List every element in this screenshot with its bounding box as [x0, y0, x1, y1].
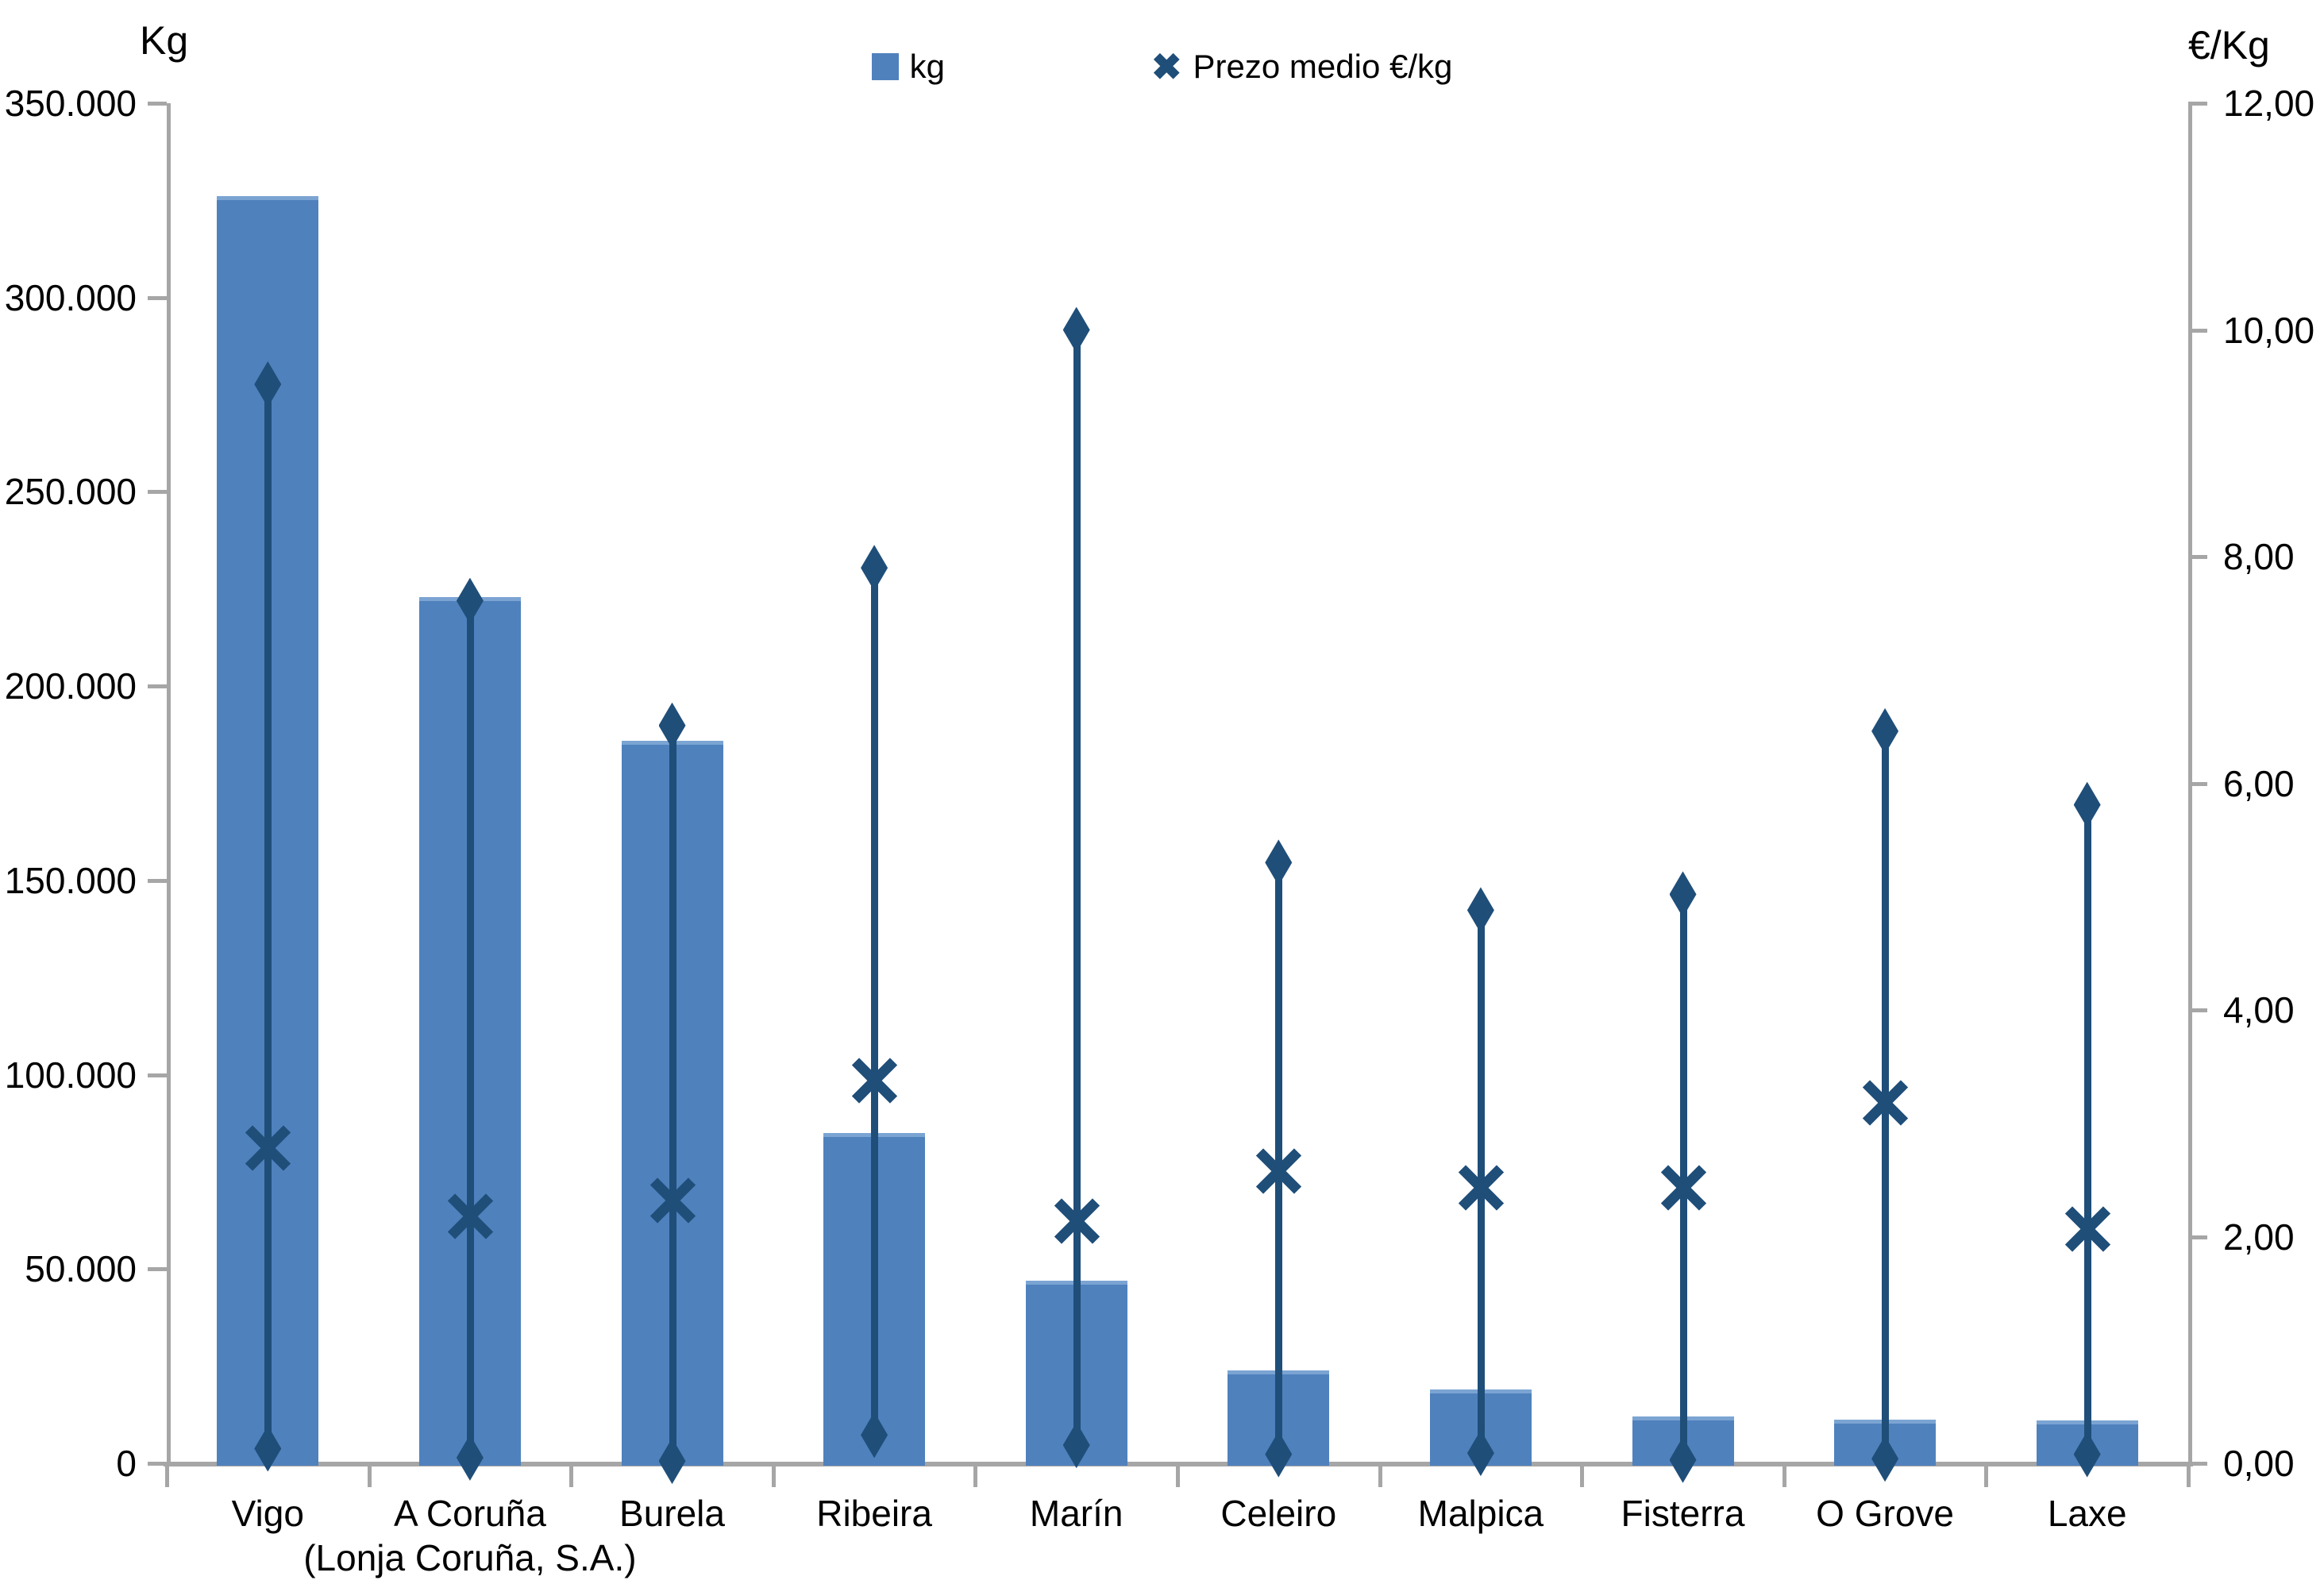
kg-square-icon: [871, 53, 899, 80]
right-axis-tick-label: 2,00: [2223, 1216, 2295, 1258]
right-axis-tick: [2188, 102, 2207, 106]
x-category-label: Ribeira: [816, 1491, 932, 1536]
max-price-marker: [1669, 871, 1697, 918]
legend-label-kg: kg: [909, 48, 945, 85]
x-category-label-main: Vigo: [231, 1493, 304, 1534]
x-category-label-main: Laxe: [2047, 1493, 2127, 1534]
right-axis-tick: [2188, 1462, 2207, 1466]
x-category-label: Malpica: [1418, 1491, 1544, 1536]
price-range-line: [871, 568, 879, 1436]
max-price-marker: [1466, 887, 1494, 934]
x-axis-tick: [1580, 1466, 1585, 1487]
x-category-label-main: Ribeira: [816, 1493, 932, 1534]
left-axis-tick: [148, 684, 167, 689]
right-axis-tick: [2188, 1008, 2207, 1012]
x-category-label-main: Marín: [1029, 1493, 1123, 1534]
x-axis-tick: [1782, 1466, 1786, 1487]
left-axis-tick: [148, 1073, 167, 1077]
x-category-label-main: Celeiro: [1220, 1493, 1337, 1534]
mean-price-marker: [649, 1177, 696, 1224]
x-axis-tick: [569, 1466, 574, 1487]
mean-price-marker: [850, 1057, 898, 1104]
right-axis-tick-label: 8,00: [2223, 536, 2295, 577]
mean-price-marker: [2064, 1205, 2111, 1253]
right-axis-tick-label: 6,00: [2223, 762, 2295, 804]
x-axis-tick: [973, 1466, 978, 1487]
x-axis-line: [164, 1462, 2193, 1466]
right-axis-tick-label: 4,00: [2223, 989, 2295, 1031]
max-price-marker: [1062, 306, 1090, 353]
left-axis-tick-label: 350.000: [4, 83, 137, 124]
price-range-line: [264, 384, 272, 1449]
left-axis-tick: [148, 295, 167, 300]
price-range-line: [669, 725, 676, 1462]
x-axis-tick: [165, 1466, 169, 1487]
right-axis-tick: [2188, 328, 2207, 333]
left-y-axis-line: [167, 103, 171, 1463]
right-axis-title: €/Kg: [2188, 23, 2270, 67]
x-axis-tick: [1176, 1466, 1180, 1487]
right-axis-tick-label: 10,00: [2223, 309, 2315, 351]
left-axis-tick: [148, 102, 167, 106]
mean-price-marker: [1861, 1079, 1909, 1127]
price-range-line: [2083, 804, 2091, 1455]
x-marker-icon: ✖: [1150, 46, 1182, 87]
x-category-label-sub: (Lonja Coruña, S.A.): [303, 1537, 637, 1578]
x-category-label-main: Fisterra: [1621, 1493, 1745, 1534]
x-category-label: A Coruña (Lonja Coruña, S.A.): [303, 1491, 636, 1580]
x-category-label-main: A Coruña: [393, 1493, 546, 1534]
left-axis-tick: [148, 1462, 167, 1466]
x-category-label-main: Malpica: [1417, 1493, 1544, 1534]
x-category-label-main: Burela: [619, 1493, 725, 1534]
x-axis-tick: [771, 1466, 776, 1487]
right-axis-tick-label: 12,00: [2223, 83, 2315, 124]
right-axis-tick-label: 0,00: [2223, 1443, 2295, 1484]
price-range-line: [1679, 894, 1687, 1460]
x-axis-tick: [367, 1466, 372, 1487]
x-category-label: Celeiro: [1220, 1491, 1336, 1536]
max-price-marker: [1871, 707, 1899, 754]
mean-price-marker: [1254, 1147, 1302, 1195]
left-axis-tick: [148, 1267, 167, 1272]
mean-price-marker: [1457, 1164, 1505, 1212]
legend-item-prezo-medio: ✖ Prezo medio €/kg: [1151, 48, 1452, 86]
left-axis-tick-label: 100.000: [4, 1054, 137, 1096]
x-category-label: Vigo: [232, 1491, 304, 1536]
price-range-line: [466, 600, 474, 1458]
x-category-label: Laxe: [2048, 1491, 2127, 1536]
mean-price-marker: [446, 1193, 494, 1240]
price-range-line: [1073, 330, 1081, 1446]
x-category-label-main: O Grove: [1816, 1493, 1955, 1534]
right-axis-tick: [2188, 1235, 2207, 1239]
x-category-label: O Grove: [1816, 1491, 1954, 1536]
left-axis-tick-label: 0: [116, 1443, 137, 1484]
x-axis-tick: [1984, 1466, 1989, 1487]
left-axis-tick: [148, 490, 167, 495]
left-axis-tick-label: 200.000: [4, 665, 137, 707]
x-category-label: Fisterra: [1621, 1491, 1745, 1536]
mean-price-marker: [1659, 1164, 1707, 1212]
x-category-label: Marín: [1030, 1491, 1123, 1536]
left-axis-tick-label: 250.000: [4, 471, 137, 513]
max-price-marker: [2073, 781, 2101, 828]
legend-label-prezo-medio: Prezo medio €/kg: [1193, 48, 1453, 85]
right-axis-tick: [2188, 555, 2207, 559]
left-axis-tick-label: 50.000: [25, 1248, 137, 1290]
price-range-line: [1275, 862, 1283, 1455]
left-axis-tick: [148, 878, 167, 883]
max-price-marker: [1265, 839, 1293, 886]
left-axis-title: Kg: [140, 18, 189, 63]
x-category-label: Burela: [619, 1491, 725, 1536]
left-axis-tick-label: 300.000: [4, 276, 137, 318]
x-axis-tick: [1378, 1466, 1382, 1487]
x-axis-tick: [2187, 1466, 2191, 1487]
max-price-marker: [861, 545, 888, 592]
left-axis-tick-label: 150.000: [4, 859, 137, 901]
mean-price-marker: [1053, 1197, 1100, 1245]
legend: kg ✖ Prezo medio €/kg: [0, 48, 2324, 86]
mean-price-marker: [244, 1124, 291, 1172]
legend-item-kg: kg: [871, 48, 945, 86]
right-axis-tick: [2188, 781, 2207, 786]
